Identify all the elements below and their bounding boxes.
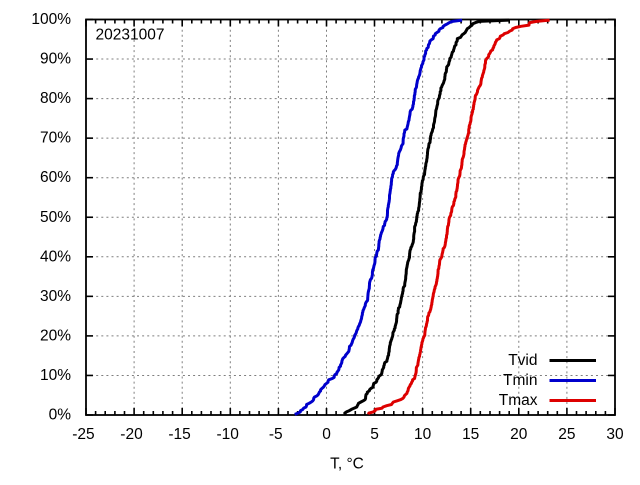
svg-text:T, °C: T, °C bbox=[330, 455, 364, 472]
svg-text:25: 25 bbox=[558, 426, 575, 443]
svg-text:20: 20 bbox=[510, 426, 528, 443]
svg-text:80%: 80% bbox=[40, 90, 71, 107]
svg-text:50%: 50% bbox=[40, 209, 71, 226]
svg-text:15: 15 bbox=[462, 426, 479, 443]
svg-text:Tvid: Tvid bbox=[508, 352, 537, 369]
svg-text:-10: -10 bbox=[216, 426, 239, 443]
svg-text:40%: 40% bbox=[40, 248, 71, 265]
svg-text:20231007: 20231007 bbox=[96, 26, 165, 43]
svg-text:30%: 30% bbox=[40, 288, 71, 305]
svg-text:-5: -5 bbox=[269, 426, 283, 443]
svg-text:-20: -20 bbox=[120, 426, 143, 443]
svg-text:-25: -25 bbox=[72, 426, 94, 443]
svg-text:30: 30 bbox=[606, 426, 624, 443]
svg-text:0%: 0% bbox=[49, 407, 72, 424]
svg-text:60%: 60% bbox=[40, 169, 71, 186]
svg-text:-15: -15 bbox=[168, 426, 190, 443]
svg-text:10: 10 bbox=[414, 426, 432, 443]
svg-text:70%: 70% bbox=[40, 130, 71, 147]
svg-text:20%: 20% bbox=[40, 327, 71, 344]
svg-text:10%: 10% bbox=[40, 367, 71, 384]
svg-text:100%: 100% bbox=[31, 11, 71, 28]
svg-text:0: 0 bbox=[322, 426, 331, 443]
svg-text:Tmin: Tmin bbox=[503, 372, 537, 389]
svg-text:5: 5 bbox=[370, 426, 379, 443]
svg-text:Tmax: Tmax bbox=[499, 392, 538, 409]
svg-text:90%: 90% bbox=[40, 51, 71, 68]
